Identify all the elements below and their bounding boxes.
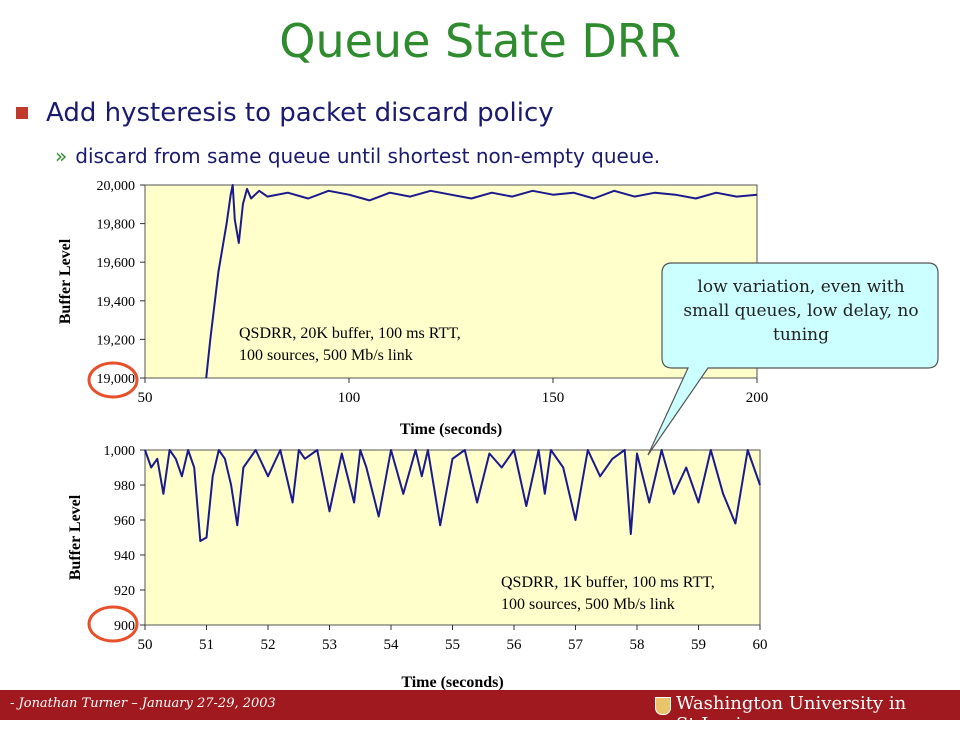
x-tick-label: 58	[630, 637, 645, 653]
bullet-square-icon	[16, 107, 28, 119]
charts-canvas: 19,000 19,200 19,400 19,600 19,800 20,000 50 10…	[57, 179, 939, 691]
x-tick-label: 54	[384, 637, 400, 653]
main-bullet-text: Add hysteresis to packet discard policy	[46, 98, 554, 128]
chart-annotation-line: 100 sources, 500 Mb/s link	[239, 347, 413, 364]
chart-annotation-line: 100 sources, 500 Mb/s link	[501, 596, 675, 613]
highlight-oval-2	[87, 605, 139, 643]
university-logo-text: Washington University in St.Louis	[676, 693, 907, 735]
x-tick-label: 52	[261, 637, 276, 653]
y-tick-label: 19,800	[97, 218, 136, 233]
data-series-line-2	[144, 449, 761, 542]
sub-bullet-text: discard from same queue until shortest n…	[75, 144, 661, 168]
x-tick-label: 100	[338, 390, 361, 406]
x-tick-label: 150	[542, 390, 565, 406]
annotation-box	[499, 567, 757, 617]
chart-annotation-line: QSDRR, 1K buffer, 100 ms RTT,	[501, 574, 715, 591]
callout-text: low variation, even with small queues, l…	[683, 277, 919, 345]
main-bullet: Add hysteresis to packet discard policy	[16, 98, 554, 128]
university-shield-icon	[655, 697, 671, 715]
y-tick-label: 19,600	[97, 256, 136, 271]
x-tick-label: 53	[322, 637, 337, 653]
data-series-line-1	[205, 184, 758, 379]
y-tick-label: 19,400	[97, 295, 136, 310]
slide-title: Queue State DRR	[279, 14, 681, 68]
y-tick-label: 19,200	[97, 333, 136, 348]
annotation-box	[237, 318, 495, 368]
y-tick-label: 980	[114, 479, 135, 494]
x-axis-label: Time (seconds)	[400, 421, 502, 438]
x-tick-label: 200	[746, 390, 769, 406]
x-axis-label: Time (seconds)	[401, 674, 503, 691]
chart-annotation-line: QSDRR, 20K buffer, 100 ms RTT,	[239, 325, 461, 342]
y-axis-label: Buffer Level	[57, 238, 74, 324]
x-tick-label: 57	[568, 637, 584, 653]
footer-bar: - Jonathan Turner – January 27-29, 2003 …	[0, 690, 960, 735]
y-tick-label: 920	[114, 584, 135, 599]
sub-bullet: » discard from same queue until shortest…	[55, 144, 660, 168]
x-tick-label: 55	[445, 637, 460, 653]
y-tick-label: 1,000	[104, 444, 136, 459]
y-tick-label: 19,000	[97, 372, 136, 387]
y-tick-label: 900	[114, 619, 135, 634]
highlight-oval-1	[87, 361, 139, 399]
y-axis-label: Buffer Level	[67, 494, 84, 580]
x-tick-label: 60	[753, 637, 768, 653]
x-tick-label: 51	[199, 637, 214, 653]
callout-bubble	[647, 262, 939, 456]
sub-bullet-marker: »	[55, 144, 68, 168]
y-tick-label: 20,000	[97, 179, 136, 194]
y-tick-label: 960	[114, 514, 135, 529]
x-tick-label: 50	[138, 637, 153, 653]
x-tick-label: 56	[507, 637, 523, 653]
x-tick-label: 50	[138, 390, 153, 406]
x-tick-label: 59	[691, 637, 706, 653]
y-tick-label: 940	[114, 549, 135, 564]
footer-text: - Jonathan Turner – January 27-29, 2003	[10, 696, 276, 711]
